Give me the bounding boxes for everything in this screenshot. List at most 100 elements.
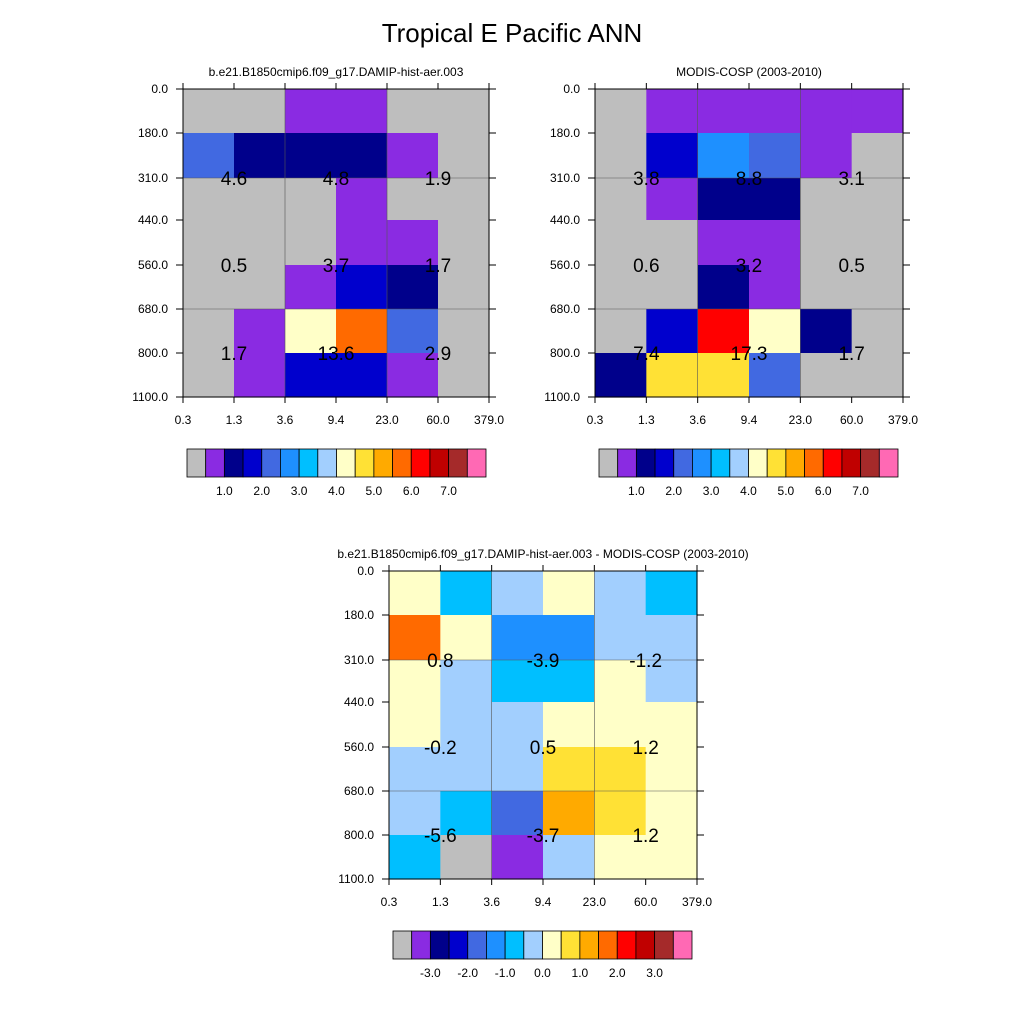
x-tick-label: 9.4 <box>535 895 552 909</box>
heatmap-cell <box>438 353 490 398</box>
colorbar-label: 7.0 <box>852 484 869 498</box>
heatmap-cell <box>285 133 337 179</box>
colorbar-swatch <box>242 448 263 478</box>
colorbar-swatch <box>654 930 674 960</box>
y-tick-label: 440.0 <box>344 695 374 709</box>
cell-value-label: 1.7 <box>838 344 864 365</box>
heatmap-cell <box>491 702 544 748</box>
colorbar-swatch <box>504 930 525 960</box>
heatmap-cell <box>387 353 439 398</box>
heatmap-cell <box>851 265 904 310</box>
y-tick-label: 180.0 <box>550 126 580 140</box>
heatmap-cell <box>336 265 388 310</box>
colorbar-swatch <box>429 448 450 478</box>
cell-value-label: 0.5 <box>530 738 556 759</box>
heatmap-cell <box>183 89 235 134</box>
colorbar-swatch <box>635 448 656 478</box>
y-tick-label: 800.0 <box>344 828 374 842</box>
colorbar-swatch <box>466 448 487 478</box>
colorbar-label: 2.0 <box>665 484 682 498</box>
heatmap-cell <box>389 747 441 792</box>
heatmap-cell <box>646 178 699 221</box>
colorbar-label: 2.0 <box>609 966 626 980</box>
y-tick-label: 0.0 <box>151 82 168 96</box>
colorbar-swatch <box>785 448 805 478</box>
heatmap-cell <box>646 353 699 398</box>
colorbar-label: 3.0 <box>703 484 720 498</box>
heatmap-cell <box>183 265 235 310</box>
y-tick-label: 560.0 <box>138 258 168 272</box>
heatmap-cell <box>336 220 388 266</box>
heatmap-cell <box>543 571 595 616</box>
heatmap-cell <box>749 265 801 310</box>
colorbar-swatch <box>654 448 675 478</box>
colorbar-swatch <box>280 448 300 478</box>
x-tick-label: 1.3 <box>226 413 243 427</box>
panel-model: b.e21.B1850cmip6.f09_g17.DAMIP-hist-aer.… <box>132 65 504 498</box>
heatmap-cell <box>389 791 441 836</box>
y-tick-label: 680.0 <box>138 302 168 316</box>
heatmap-cell <box>183 353 235 398</box>
heatmap-cell <box>234 89 286 134</box>
x-tick-label: 0.3 <box>381 895 398 909</box>
cell-value-label: 1.9 <box>425 169 451 190</box>
x-tick-label: 379.0 <box>682 895 712 909</box>
heatmap-cell <box>594 615 647 661</box>
colorbar-swatch <box>298 448 319 478</box>
heatmap-cell <box>387 220 439 266</box>
heatmap-cell <box>491 791 544 836</box>
heatmap-cell <box>389 615 441 661</box>
heatmap-cell <box>800 265 853 310</box>
colorbar-swatch <box>186 448 207 478</box>
heatmap-cell <box>645 702 698 748</box>
heatmap-cell <box>851 353 904 398</box>
heatmap-cell <box>440 747 493 792</box>
heatmap-cell <box>543 615 595 661</box>
cell-value-label: 2.9 <box>425 344 451 365</box>
cell-value-label: 13.6 <box>318 344 355 365</box>
heatmap-cell <box>438 89 490 134</box>
y-tick-label: 1100.0 <box>132 390 168 404</box>
y-tick-label: 1100.0 <box>544 390 580 404</box>
heatmap-cell <box>234 220 286 266</box>
y-tick-label: 0.0 <box>563 82 580 96</box>
x-tick-label: 60.0 <box>426 413 450 427</box>
heatmap-cell <box>595 89 647 134</box>
heatmap-cell <box>438 309 490 354</box>
colorbar-swatch <box>223 448 244 478</box>
colorbar-label: 7.0 <box>440 484 457 498</box>
x-tick-label: 3.6 <box>483 895 500 909</box>
heatmap-cell <box>645 660 698 703</box>
colorbar-swatch <box>822 448 843 478</box>
colorbar-swatch <box>672 930 693 960</box>
heatmap-cell <box>183 178 235 221</box>
colorbar-swatch <box>261 448 281 478</box>
heatmap-cell <box>646 89 699 134</box>
y-tick-label: 680.0 <box>550 302 580 316</box>
heatmap-cell <box>697 220 750 266</box>
colorbar-swatch <box>710 448 731 478</box>
x-tick-label: 60.0 <box>840 413 864 427</box>
heatmap-cell <box>800 309 853 354</box>
heatmap-cell <box>800 220 853 266</box>
heatmap-cell <box>749 133 801 179</box>
heatmap-cell <box>543 835 595 880</box>
heatmap-cell <box>800 133 853 179</box>
x-tick-label: 3.6 <box>277 413 294 427</box>
y-tick-label: 0.0 <box>357 564 374 578</box>
colorbar-swatch <box>354 448 375 478</box>
panel-obs: MODIS-COSP (2003-2010) 0.3 1.3 3.6 9.4 23.0 60… <box>544 65 918 498</box>
panel-title: MODIS-COSP (2003-2010) <box>676 65 822 79</box>
colorbar-swatch <box>317 448 337 478</box>
heatmap-cell <box>697 309 750 354</box>
cell-value-label: 0.6 <box>633 256 659 277</box>
heatmap-cell <box>438 178 490 221</box>
heatmap-cell <box>594 791 647 836</box>
heatmap-cell <box>749 220 801 266</box>
heatmap-cell <box>594 660 647 703</box>
heatmap-cell <box>595 178 647 221</box>
colorbar-label: 3.0 <box>646 966 663 980</box>
colorbar-swatch <box>448 448 468 478</box>
heatmap-cell <box>851 89 904 134</box>
